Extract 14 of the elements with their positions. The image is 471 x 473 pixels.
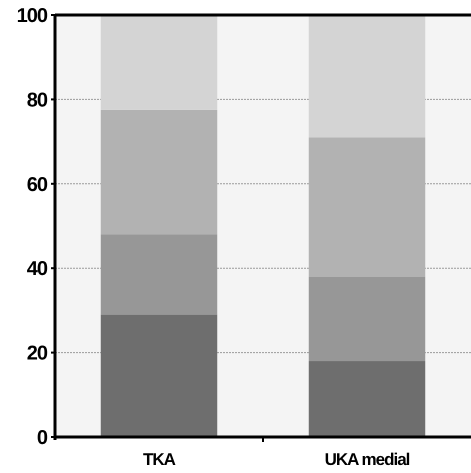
y-tick-label: 100 [16,5,48,27]
y-tick-label: 40 [26,258,48,280]
y-tick-label: 60 [26,174,48,196]
y-tick-label: 0 [36,427,48,449]
y-tick-label: 20 [26,342,48,365]
x-tick-label: UKA medial [324,450,410,469]
bar [308,15,426,138]
x-tick-label: TKA [143,450,176,469]
bar [308,361,426,437]
bar [100,110,218,234]
y-tick-label: 80 [26,89,48,112]
bar [100,15,218,110]
bar [100,314,218,437]
bar [308,137,426,277]
